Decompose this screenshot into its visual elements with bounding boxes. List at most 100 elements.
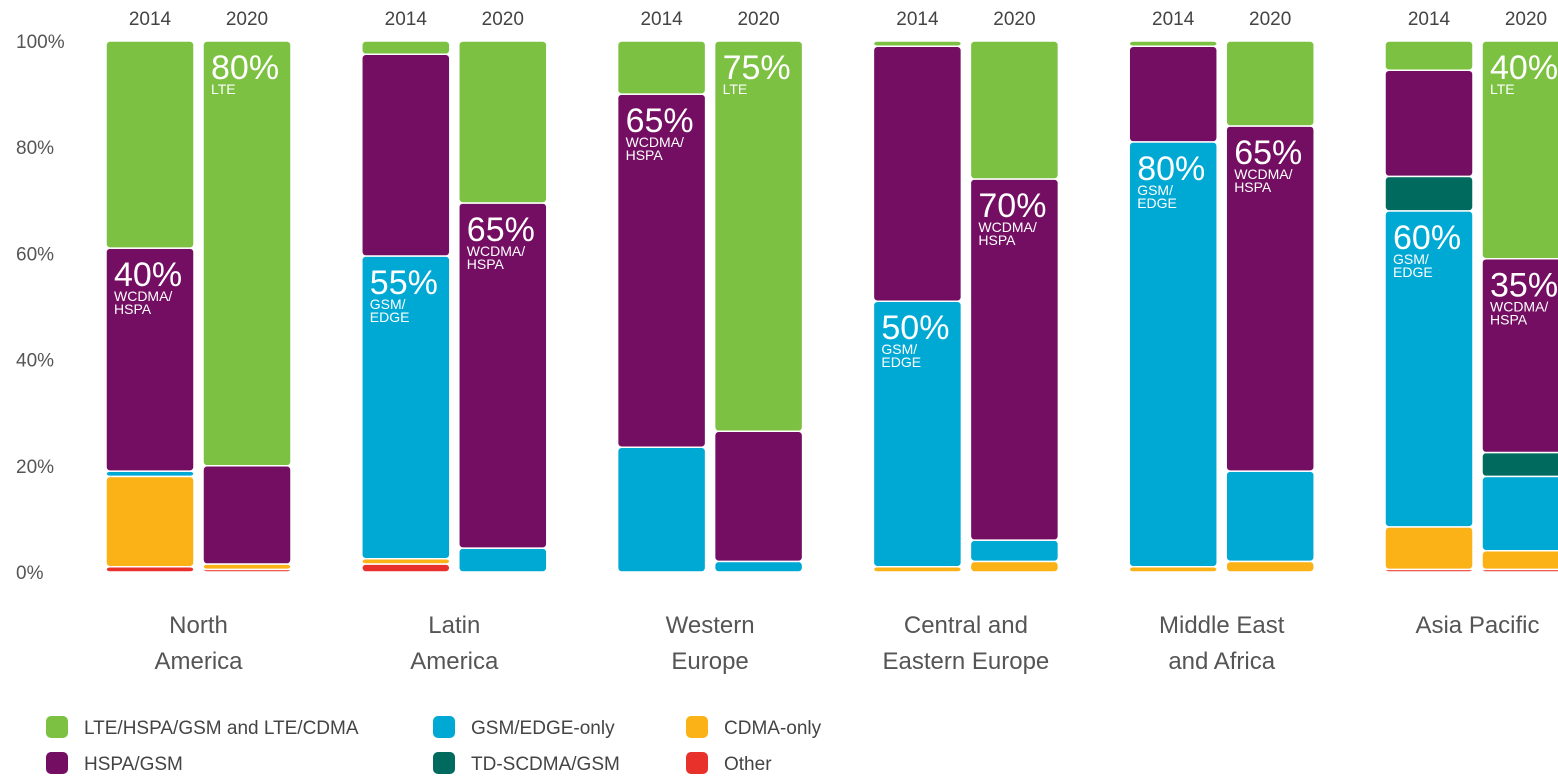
region-label: Middle East — [1159, 612, 1285, 639]
region-label: Central and — [904, 612, 1028, 639]
bar-segment — [713, 430, 804, 563]
year-label: 2014 — [1152, 9, 1195, 30]
annotation-label: WCDMA/ — [1234, 166, 1292, 182]
annotation-label: GSM/ — [1137, 182, 1173, 198]
bar-segment — [1384, 40, 1474, 71]
y-tick-label: 100% — [16, 32, 65, 53]
annotation-label: WCDMA/ — [114, 288, 172, 304]
bar-segment — [105, 470, 195, 478]
bar-segment — [1225, 40, 1315, 127]
y-tick-label: 0% — [16, 563, 44, 584]
year-label: 2014 — [1408, 9, 1451, 30]
bar-segment — [105, 475, 195, 568]
annotation-value: 80% — [211, 49, 279, 87]
legend-label: GSM/EDGE-only — [471, 718, 615, 739]
legend-label: CDMA-only — [724, 718, 822, 739]
bar-segment — [969, 560, 1060, 573]
year-label: 2020 — [1505, 9, 1547, 30]
bar-segment — [458, 40, 548, 204]
bar-segment — [361, 557, 451, 565]
annotation-value: 60% — [1393, 219, 1461, 257]
legend-swatch — [46, 716, 68, 738]
bar-segment — [1128, 45, 1218, 143]
region-label: Western — [666, 612, 755, 639]
annotation-value: 80% — [1137, 150, 1205, 188]
annotation-label: LTE — [211, 81, 236, 97]
legend-swatch — [433, 716, 455, 738]
legend-swatch — [433, 752, 455, 774]
annotation-label: HSPA — [114, 301, 152, 317]
annotation-label: WCDMA/ — [467, 243, 525, 259]
annotation-label: HSPA — [626, 147, 664, 163]
bar-segment — [1481, 451, 1558, 478]
annotation-value: 65% — [1234, 134, 1302, 172]
legend-swatch — [686, 752, 708, 774]
annotation-label: WCDMA/ — [1490, 299, 1548, 315]
bar-segment — [1128, 565, 1218, 573]
y-tick-label: 20% — [16, 457, 54, 478]
bar-segment — [1384, 175, 1474, 212]
legend-swatch — [46, 752, 68, 774]
annotation-label: HSPA — [1490, 312, 1528, 328]
annotation-label: HSPA — [978, 232, 1016, 248]
bar-segment — [872, 45, 963, 302]
bar-segment — [1481, 475, 1558, 552]
annotation-label: HSPA — [467, 256, 505, 272]
region-label: America — [410, 648, 499, 675]
bar-segment — [713, 40, 804, 433]
bar-segment — [1225, 560, 1315, 573]
annotation-value: 65% — [467, 211, 535, 249]
annotation-value: 75% — [723, 49, 791, 87]
year-label: 2020 — [482, 9, 524, 30]
bar-segment — [969, 40, 1060, 180]
annotation-label: EDGE — [1137, 195, 1177, 211]
annotation-label: EDGE — [1393, 264, 1433, 280]
year-label: 2020 — [226, 9, 268, 30]
annotation-label: WCDMA/ — [626, 134, 684, 150]
region-label: North — [169, 612, 228, 639]
region-label: America — [154, 648, 243, 675]
annotation-label: HSPA — [1234, 179, 1272, 195]
annotation-value: 40% — [1490, 49, 1558, 87]
bar-segment — [202, 563, 292, 571]
region-label: Latin — [428, 612, 480, 639]
year-label: 2014 — [640, 9, 683, 30]
bar-segment — [105, 40, 195, 249]
bar-segment — [361, 53, 451, 257]
y-tick-label: 40% — [16, 351, 54, 372]
annotation-label: WCDMA/ — [978, 219, 1036, 235]
region-label: Asia Pacific — [1415, 612, 1539, 639]
annotation-label: LTE — [1490, 81, 1515, 97]
bar-segment — [458, 547, 548, 573]
bar-segment — [361, 40, 451, 56]
annotation-value: 55% — [370, 264, 438, 302]
legend-label: LTE/HSPA/GSM and LTE/CDMA — [84, 718, 359, 739]
legend-label: Other — [724, 754, 772, 775]
bar-segment — [1128, 40, 1218, 48]
bar-segment — [1225, 470, 1315, 563]
annotation-value: 40% — [114, 256, 182, 294]
annotation-label: GSM/ — [1393, 251, 1429, 267]
bar-segment — [713, 560, 804, 573]
bar-segment — [616, 446, 707, 573]
year-label: 2020 — [1249, 9, 1291, 30]
annotation-label: GSM/ — [881, 341, 917, 357]
year-label: 2014 — [896, 9, 939, 30]
annotation-label: LTE — [723, 81, 748, 97]
region-label: Europe — [671, 648, 748, 675]
bar-segment — [1384, 526, 1474, 571]
bar-segment — [1384, 69, 1474, 178]
year-label: 2014 — [129, 9, 172, 30]
y-tick-label: 60% — [16, 244, 54, 265]
year-label: 2020 — [737, 9, 779, 30]
bar-segment — [1481, 40, 1558, 260]
annotation-value: 50% — [881, 309, 949, 347]
bar-segment — [1481, 550, 1558, 571]
region-label: Eastern Europe — [883, 648, 1050, 675]
year-label: 2020 — [993, 9, 1035, 30]
bar-segment — [969, 539, 1060, 563]
legend-label: TD-SCDMA/GSM — [471, 754, 620, 775]
annotation-value: 35% — [1490, 267, 1558, 305]
bar-segment — [361, 563, 451, 573]
